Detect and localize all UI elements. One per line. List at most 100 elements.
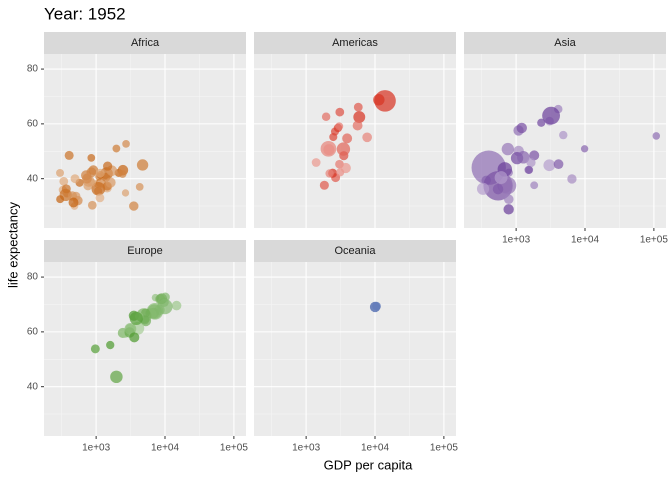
- data-point: [652, 132, 661, 140]
- strip-background: [254, 240, 456, 262]
- data-point: [374, 90, 396, 112]
- y-tick-label: 40: [27, 381, 39, 392]
- data-point: [476, 182, 490, 195]
- data-point: [61, 184, 71, 194]
- strip-background: [44, 240, 246, 262]
- data-point: [501, 142, 515, 156]
- x-tick-label: 1e+03: [82, 443, 111, 454]
- data-point: [323, 144, 335, 156]
- data-point: [70, 174, 80, 184]
- data-point: [121, 189, 130, 197]
- data-point: [112, 144, 121, 153]
- data-point: [372, 301, 381, 311]
- data-point: [492, 183, 504, 195]
- data-point: [335, 107, 345, 117]
- y-tick-label: 40: [27, 173, 39, 184]
- y-axis-title: life expectancy: [5, 202, 20, 288]
- data-point: [494, 171, 508, 185]
- panel-background: [254, 54, 456, 228]
- strip-label: Oceania: [335, 245, 377, 257]
- data-point: [95, 193, 105, 203]
- data-point: [340, 162, 351, 174]
- data-point: [503, 194, 514, 205]
- data-point: [559, 130, 568, 140]
- data-point: [157, 299, 173, 315]
- data-point: [353, 102, 363, 112]
- strip-label: Americas: [332, 37, 378, 49]
- data-point: [503, 204, 514, 215]
- data-point: [352, 120, 363, 131]
- data-point: [82, 173, 92, 184]
- data-point: [87, 153, 96, 162]
- data-point: [135, 183, 144, 191]
- data-point: [335, 122, 344, 131]
- x-tick-label: 1e+05: [640, 235, 669, 246]
- data-point: [524, 165, 533, 174]
- data-point: [87, 200, 97, 210]
- x-tick-label: 1e+03: [502, 235, 531, 246]
- data-point: [530, 181, 539, 190]
- data-point: [311, 158, 321, 167]
- panel-background: [44, 262, 246, 436]
- data-point: [124, 322, 137, 335]
- x-tick-label: 1e+04: [361, 443, 390, 454]
- x-tick-label: 1e+03: [292, 443, 321, 454]
- data-point: [580, 145, 589, 153]
- strip-background: [464, 32, 666, 54]
- data-point: [122, 140, 130, 148]
- data-point: [319, 180, 329, 190]
- x-tick-label: 1e+05: [430, 443, 459, 454]
- data-point: [529, 150, 540, 161]
- data-point: [542, 106, 560, 125]
- x-tick-label: 1e+04: [151, 443, 180, 454]
- data-point: [105, 177, 116, 188]
- x-tick-label: 1e+04: [571, 235, 600, 246]
- x-tick-label: 1e+05: [220, 443, 249, 454]
- data-point: [353, 111, 366, 123]
- data-point: [129, 332, 140, 343]
- chart-title: Year: 1952: [44, 4, 126, 23]
- data-point: [59, 177, 69, 186]
- panel-background: [254, 262, 456, 436]
- data-point: [543, 159, 556, 172]
- strip-label: Asia: [554, 37, 576, 49]
- data-point: [342, 133, 353, 144]
- data-point: [64, 150, 74, 160]
- data-point: [553, 159, 564, 170]
- strip-label: Europe: [127, 245, 162, 257]
- data-point: [129, 201, 139, 211]
- data-point: [537, 118, 546, 127]
- data-point: [118, 170, 127, 178]
- data-point: [171, 300, 182, 311]
- data-point: [362, 132, 372, 143]
- strip-label: Africa: [131, 37, 160, 49]
- strip-background: [254, 32, 456, 54]
- data-point: [110, 370, 123, 384]
- panel-background: [464, 54, 666, 228]
- data-point: [95, 168, 105, 178]
- data-point: [325, 169, 334, 178]
- data-point: [90, 344, 100, 354]
- data-point: [91, 181, 106, 196]
- x-axis-title: GDP per capita: [324, 457, 413, 472]
- strip-background: [44, 32, 246, 54]
- data-point: [106, 340, 115, 350]
- data-point: [56, 168, 65, 177]
- y-tick-label: 80: [27, 64, 39, 75]
- data-point: [329, 132, 338, 142]
- data-point: [68, 197, 79, 208]
- data-point: [136, 159, 149, 171]
- data-point: [517, 151, 530, 164]
- data-point: [129, 311, 143, 326]
- y-tick-label: 60: [27, 119, 39, 130]
- data-point: [56, 195, 65, 204]
- data-point: [103, 161, 113, 171]
- data-point: [526, 157, 536, 168]
- y-tick-label: 60: [27, 327, 39, 338]
- data-point: [567, 174, 577, 184]
- data-point: [516, 122, 527, 134]
- y-tick-label: 80: [27, 272, 39, 283]
- data-point: [321, 112, 331, 121]
- data-point: [336, 142, 351, 156]
